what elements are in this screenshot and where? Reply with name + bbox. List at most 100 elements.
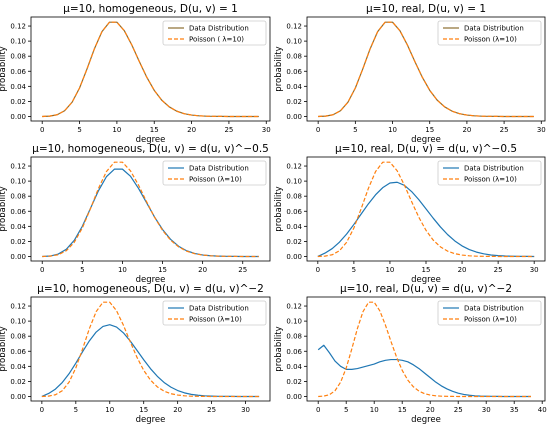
legend-box	[162, 160, 267, 186]
axes-frame	[306, 156, 546, 262]
y-tick-label: 0.10	[286, 318, 302, 326]
y-tick-label: 0.06	[10, 68, 26, 76]
x-tick-label: 0	[316, 406, 320, 414]
x-axis-label: degree	[136, 275, 166, 285]
legend-label: Poisson (λ=10)	[189, 176, 242, 184]
x-tick-label: 25	[454, 406, 463, 414]
y-axis-label: probability	[274, 186, 284, 231]
y-tick-label: 0.06	[10, 348, 26, 356]
x-tick-label: 0	[316, 126, 320, 134]
y-tick-label: 0.12	[10, 303, 26, 311]
x-tick-label: 15	[150, 126, 159, 134]
x-tick-label: 20	[426, 406, 435, 414]
x-axis-label: degree	[136, 135, 166, 145]
y-tick-label: 0.10	[286, 178, 302, 186]
x-tick-label: 30	[262, 126, 271, 134]
y-tick-label: 0.06	[10, 208, 26, 216]
x-tick-label: 35	[510, 406, 519, 414]
x-tick-label: 10	[385, 266, 394, 274]
legend-box	[162, 300, 267, 326]
x-axis-label: degree	[411, 275, 441, 285]
x-axis-label: degree	[411, 415, 441, 425]
x-tick-label: 15	[398, 406, 407, 414]
x-axis-label: degree	[411, 135, 441, 145]
y-tick-label: 0.06	[286, 68, 302, 76]
x-tick-label: 25	[207, 406, 216, 414]
x-tick-label: 5	[80, 266, 84, 274]
y-tick-label: 0.08	[10, 53, 26, 61]
x-tick-label: 25	[238, 266, 247, 274]
x-tick-label: 30	[482, 406, 491, 414]
series-line-poisson	[318, 21, 534, 118]
y-tick-label: 0.04	[10, 223, 26, 231]
x-tick-label: 10	[112, 126, 121, 134]
legend-label: Poisson (λ=10)	[464, 36, 517, 44]
subplot-1: μ=10, homogeneous, D(u, v) = 1 0 5 10 15 20 25…	[0, 3, 271, 145]
y-tick-label: 0.06	[286, 208, 302, 216]
legend: Data Distribution Poisson ( λ=10)	[162, 20, 267, 46]
y-tick-label: 0.00	[286, 253, 302, 261]
y-tick-label: 0.10	[10, 38, 26, 46]
y-tick-label: 0.12	[10, 23, 26, 31]
x-tick-label: 10	[388, 126, 397, 134]
x-tick-label: 5	[77, 126, 81, 134]
y-tick-label: 0.02	[10, 98, 26, 106]
legend-label: Data Distribution	[189, 25, 249, 33]
y-tick-label: 0.08	[10, 193, 26, 201]
x-tick-label: 10	[370, 406, 379, 414]
y-tick-label: 0.04	[286, 363, 302, 371]
x-tick-label: 40	[538, 406, 547, 414]
legend-label: Data Distribution	[464, 25, 524, 33]
x-tick-label: 5	[352, 266, 356, 274]
legend-label: Poisson (λ=10)	[464, 316, 517, 324]
y-tick-label: 0.12	[10, 163, 26, 171]
y-tick-label: 0.06	[286, 348, 302, 356]
x-tick-label: 10	[105, 406, 114, 414]
y-tick-label: 0.08	[286, 53, 302, 61]
series-line-poisson	[41, 301, 260, 398]
subplot-4: μ=10, real, D(u, v) = d(u, v)^−0.5 0 5 10 15…	[274, 143, 546, 285]
x-tick-label: 15	[425, 126, 434, 134]
subplot-title: μ=10, homogeneous, D(u, v) = d(u, v)^−0.…	[32, 143, 269, 155]
axes-frame	[306, 296, 546, 402]
y-tick-label: 0.00	[10, 253, 26, 261]
x-tick-label: 15	[422, 266, 431, 274]
legend-box	[162, 20, 267, 46]
subplot-title: μ=10, real, D(u, v) = 1	[366, 3, 486, 15]
y-tick-label: 0.00	[286, 113, 302, 121]
y-tick-label: 0.12	[286, 163, 302, 171]
y-tick-label: 0.04	[10, 363, 26, 371]
legend: Data Distribution Poisson (λ=10)	[162, 160, 267, 186]
axes-frame	[30, 296, 271, 402]
y-tick-label: 0.12	[286, 303, 302, 311]
x-tick-label: 0	[40, 266, 44, 274]
series-line-poisson	[42, 21, 259, 118]
x-tick-label: 10	[118, 266, 127, 274]
x-tick-label: 20	[187, 126, 196, 134]
legend-label: Data Distribution	[464, 165, 524, 173]
x-tick-label: 30	[537, 126, 546, 134]
legend: Data Distribution Poisson (λ=10)	[437, 300, 542, 326]
y-tick-label: 0.08	[10, 333, 26, 341]
x-tick-label: 0	[40, 126, 44, 134]
x-tick-label: 15	[158, 266, 167, 274]
series-line-poisson	[318, 301, 531, 398]
x-tick-label: 0	[316, 266, 320, 274]
legend-label: Data Distribution	[189, 165, 249, 173]
legend-label: Data Distribution	[189, 305, 249, 313]
x-tick-label: 30	[241, 406, 250, 414]
y-tick-label: 0.00	[286, 393, 302, 401]
x-tick-label: 20	[458, 266, 467, 274]
y-tick-label: 0.02	[10, 238, 26, 246]
x-tick-label: 20	[173, 406, 182, 414]
y-tick-label: 0.00	[10, 393, 26, 401]
axes-frame	[30, 16, 271, 122]
legend-box	[437, 160, 542, 186]
y-tick-label: 0.00	[10, 113, 26, 121]
x-tick-label: 30	[530, 266, 539, 274]
y-tick-label: 0.10	[10, 178, 26, 186]
y-axis-label: probability	[274, 46, 284, 91]
x-tick-label: 20	[462, 126, 471, 134]
y-tick-label: 0.04	[286, 223, 302, 231]
